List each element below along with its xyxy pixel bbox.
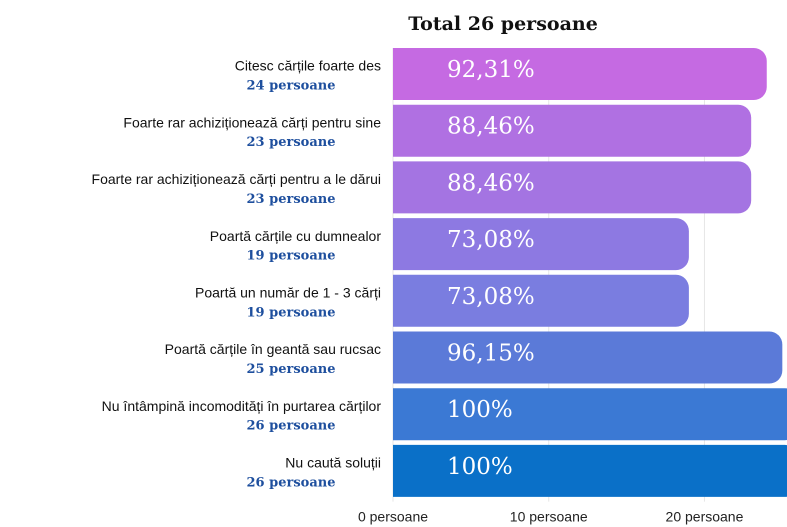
category-label: Poartă cărțile în geantă sau rucsac bbox=[165, 341, 381, 357]
count-label: 23 persoane bbox=[247, 135, 336, 150]
percent-label: 100% bbox=[447, 397, 513, 423]
bar bbox=[393, 161, 752, 214]
bar bbox=[393, 444, 787, 497]
x-tick-label: 0 persoane bbox=[358, 509, 428, 525]
percent-label: 73,08% bbox=[447, 227, 535, 253]
percent-label: 88,46% bbox=[447, 114, 535, 140]
percent-label: 88,46% bbox=[447, 170, 535, 196]
count-label: 19 persoane bbox=[247, 305, 336, 320]
bar bbox=[393, 331, 783, 384]
count-label: 26 persoane bbox=[247, 419, 336, 434]
category-label: Foarte rar achiziționează cărți pentru a… bbox=[92, 171, 381, 187]
x-tick-label: 20 persoane bbox=[666, 509, 744, 525]
count-label: 26 persoane bbox=[247, 475, 336, 490]
category-label: Foarte rar achiziționează cărți pentru s… bbox=[123, 114, 381, 130]
percent-label: 100% bbox=[447, 454, 513, 480]
count-label: 24 persoane bbox=[247, 79, 336, 94]
count-label: 25 persoane bbox=[247, 362, 336, 377]
bars bbox=[393, 48, 787, 497]
percent-label: 73,08% bbox=[447, 284, 535, 310]
bar bbox=[393, 48, 767, 100]
bar bbox=[393, 104, 752, 157]
category-label: Poartă un număr de 1 - 3 cărți bbox=[195, 285, 381, 301]
category-label: Nu întâmpină incomodități în purtarea că… bbox=[102, 398, 382, 414]
percent-label: 96,15% bbox=[447, 341, 535, 367]
bar bbox=[393, 218, 689, 271]
count-label: 19 persoane bbox=[247, 249, 336, 264]
bar bbox=[393, 274, 689, 327]
percent-label: 92,31% bbox=[447, 57, 535, 83]
bar bbox=[393, 388, 787, 441]
chart-title: Total 26 persoane bbox=[408, 13, 598, 35]
category-label: Citesc cărțile foarte des bbox=[235, 58, 381, 74]
category-label: Nu caută soluții bbox=[285, 455, 381, 471]
x-tick-label: 10 persoane bbox=[510, 509, 588, 525]
category-label: Poartă cărțile cu dumnealor bbox=[210, 228, 382, 244]
count-label: 23 persoane bbox=[247, 192, 336, 207]
